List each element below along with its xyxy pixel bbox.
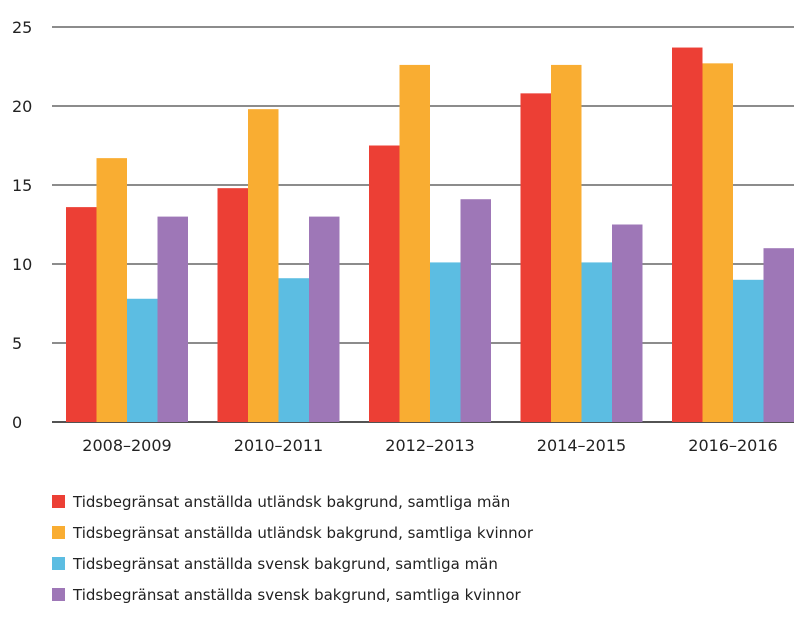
y-tick-label: 25 <box>12 18 32 37</box>
bars <box>66 47 794 423</box>
bar-4-2012–2013 <box>460 199 491 422</box>
legend-swatch <box>52 588 65 601</box>
y-tick-label: 20 <box>12 97 32 116</box>
bar-4-2010–2011 <box>309 216 340 422</box>
bar-4-2008–2009 <box>157 216 188 422</box>
x-tick-label: 2012–2013 <box>385 436 474 455</box>
y-tick-label: 0 <box>12 413 22 432</box>
bar-1-2014–2015 <box>520 93 551 423</box>
bar-3-2008–2009 <box>127 298 158 422</box>
y-tick-label: 10 <box>12 255 32 274</box>
bar-1-2010–2011 <box>217 188 248 422</box>
bar-1-2008–2009 <box>66 207 97 422</box>
legend-label: Tidsbegränsat anställda utländsk bakgrun… <box>73 492 511 511</box>
legend-item-swedish-women: Tidsbegränsat anställda svensk bakgrund,… <box>52 579 533 610</box>
legend-item-swedish-men: Tidsbegränsat anställda svensk bakgrund,… <box>52 548 533 579</box>
y-axis-ticks: 0 5 10 15 20 25 <box>12 18 32 432</box>
bar-1-2016–2016 <box>672 47 703 422</box>
x-axis-ticks: 2008–2009 2010–2011 2012–2013 2014–2015 2016… <box>82 436 777 455</box>
x-tick-label: 2010–2011 <box>234 436 323 455</box>
legend-swatch <box>52 495 65 508</box>
bar-3-2012–2013 <box>430 262 461 422</box>
y-tick-label: 15 <box>12 176 32 195</box>
y-tick-label: 5 <box>12 334 22 353</box>
legend: Tidsbegränsat anställda utländsk bakgrun… <box>52 486 533 610</box>
x-tick-label: 2008–2009 <box>82 436 171 455</box>
x-tick-label: 2016–2016 <box>688 436 777 455</box>
bar-2-2012–2013 <box>399 64 430 423</box>
bar-3-2010–2011 <box>278 278 309 422</box>
legend-swatch <box>52 526 65 539</box>
bar-4-2014–2015 <box>612 224 643 422</box>
bar-2-2014–2015 <box>551 64 582 423</box>
bar-3-2016–2016 <box>733 279 764 422</box>
legend-swatch <box>52 557 65 570</box>
bar-2-2010–2011 <box>248 109 279 422</box>
legend-label: Tidsbegränsat anställda svensk bakgrund,… <box>73 554 498 573</box>
bar-3-2014–2015 <box>581 262 612 422</box>
legend-item-foreign-men: Tidsbegränsat anställda utländsk bakgrun… <box>52 486 533 517</box>
legend-item-foreign-women: Tidsbegränsat anställda utländsk bakgrun… <box>52 517 533 548</box>
bar-1-2012–2013 <box>369 145 400 422</box>
bar-4-2016–2016 <box>763 248 794 422</box>
bar-2-2016–2016 <box>702 63 733 423</box>
legend-label: Tidsbegränsat anställda svensk bakgrund,… <box>73 585 521 604</box>
x-tick-label: 2014–2015 <box>537 436 626 455</box>
legend-label: Tidsbegränsat anställda utländsk bakgrun… <box>73 523 534 542</box>
bar-2-2008–2009 <box>96 158 127 422</box>
